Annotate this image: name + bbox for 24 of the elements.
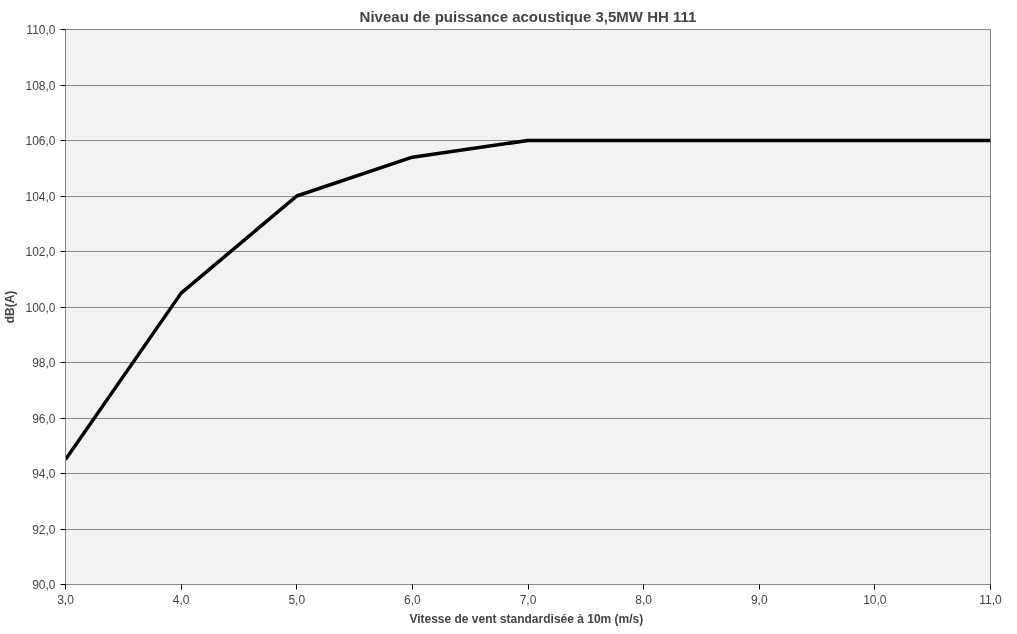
y-tick-label: 90,0	[32, 578, 56, 592]
y-axis-title: dB(A)	[3, 290, 18, 324]
y-tick-label: 98,0	[32, 356, 56, 370]
y-tick-label: 108,0	[25, 78, 56, 93]
x-tick-label: 9,0	[750, 592, 768, 607]
x-tick-label: 11,0	[979, 592, 1003, 607]
y-tick-label: 106,0	[25, 134, 56, 148]
x-tick-label: 6,0	[404, 592, 422, 607]
y-tick-label: 92,0	[32, 522, 56, 537]
line-series	[65, 138, 991, 462]
x-tick-label: 7,0	[519, 592, 537, 607]
y-tick-label: 94,0	[32, 467, 56, 481]
x-tick-label: 5,0	[288, 592, 306, 607]
x-tick-label: 4,0	[172, 592, 190, 607]
y-tick-label: 100,0	[25, 300, 56, 315]
x-tick-label: 3,0	[57, 592, 75, 607]
y-tick-label: 102,0	[25, 245, 56, 259]
y-tick-label: 104,0	[25, 189, 56, 204]
x-axis-title: Vitesse de vent standardisée à 10m (m/s)	[409, 611, 644, 626]
y-tick-label: 110,0	[26, 23, 56, 37]
chart-title: Niveau de puissance acoustique 3,5MW HH 111	[359, 7, 697, 25]
x-tick-label: 10,0	[863, 592, 887, 607]
y-tick-label: 96,0	[32, 411, 56, 426]
x-tick-label: 8,0	[635, 592, 653, 607]
